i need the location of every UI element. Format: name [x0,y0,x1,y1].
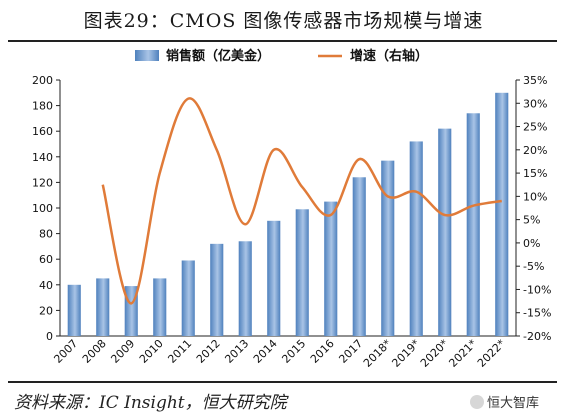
page-title: 图表29：CMOS 图像传感器市场规模与增速 [83,10,484,32]
watermark-logo-icon [470,395,484,409]
growth-line [101,97,502,305]
bar [238,241,252,336]
y-left-tick-label: 120 [32,176,53,189]
watermark-text: 恒大智库 [487,396,540,411]
y-left-tick-label: 160 [32,125,53,138]
bar [466,113,480,336]
bar [409,141,423,336]
source-text: 资料来源：IC Insight，恒大研究院 [14,393,287,413]
x-tick-label: 2022* [475,337,508,370]
bar [210,243,224,336]
x-tick-label: 2015 [279,337,308,366]
bar [495,92,509,336]
legend-bar-label: 销售额（亿美金） [166,48,270,64]
bottom-rule [8,381,557,383]
y-left-tick-label: 0 [46,330,53,343]
y-left-tick-label: 180 [32,100,53,113]
x-tick-label: 2008 [80,337,109,366]
x-tick-label: 2019* [389,337,422,370]
bar [96,278,110,336]
y-right-tick-label: -5% [523,260,544,273]
bar [67,284,81,336]
y-left-tick-label: 60 [39,253,53,266]
x-tick-label: 2009 [108,337,137,366]
y-right-tick-label: 30% [523,97,547,110]
y-left-tick-label: 100 [32,202,53,215]
y-left-tick-label: 140 [32,151,53,164]
legend-line-label: 增速（右轴） [350,48,428,64]
bar [295,209,309,336]
y-left-tick-label: 20 [39,304,53,317]
title-rule [8,40,557,42]
y-right-tick-label: 5% [523,214,540,227]
chart: 0 20 40 60 80 100 120 140 160 180 200 -20% -15% -10% -… [32,48,551,370]
y-right-tick-label: -15% [523,307,551,320]
y-right-tick-label: -20% [523,330,551,343]
x-tick-label: 2013 [222,337,251,366]
x-tick-label: 2018* [361,337,394,370]
bar [181,260,195,336]
y-right-tick-label: 10% [523,190,547,203]
y-right-tick-label: 35% [523,74,547,87]
x-tick-label: 2020* [418,337,451,370]
x-tick-label: 2016 [308,337,337,366]
watermark: 恒大智库 [470,392,539,411]
bar [153,278,167,336]
x-tick-label: 2012 [194,337,223,366]
y-right-tick-label: 0% [523,237,540,250]
x-tick-label: 2011 [165,337,194,366]
y-right-tick-label: -10% [523,283,551,296]
y-left-tick-label: 40 [39,279,53,292]
y-right-tick-label: 15% [523,167,547,180]
bar [324,201,338,336]
y-left-tick-label: 200 [32,74,53,87]
x-tick-label: 2014 [251,337,280,366]
bar [267,220,281,336]
y-right-tick-label: 25% [523,121,547,134]
x-tick-label: 2007 [51,337,80,366]
legend-bar-swatch [135,50,159,61]
bar [381,160,395,336]
y-left-tick-label: 80 [39,228,53,241]
y-right-tick-label: 20% [523,144,547,157]
bar [438,128,452,336]
x-tick-label: 2021* [446,337,479,370]
x-tick-label: 2010 [137,337,166,366]
bar [352,177,366,336]
